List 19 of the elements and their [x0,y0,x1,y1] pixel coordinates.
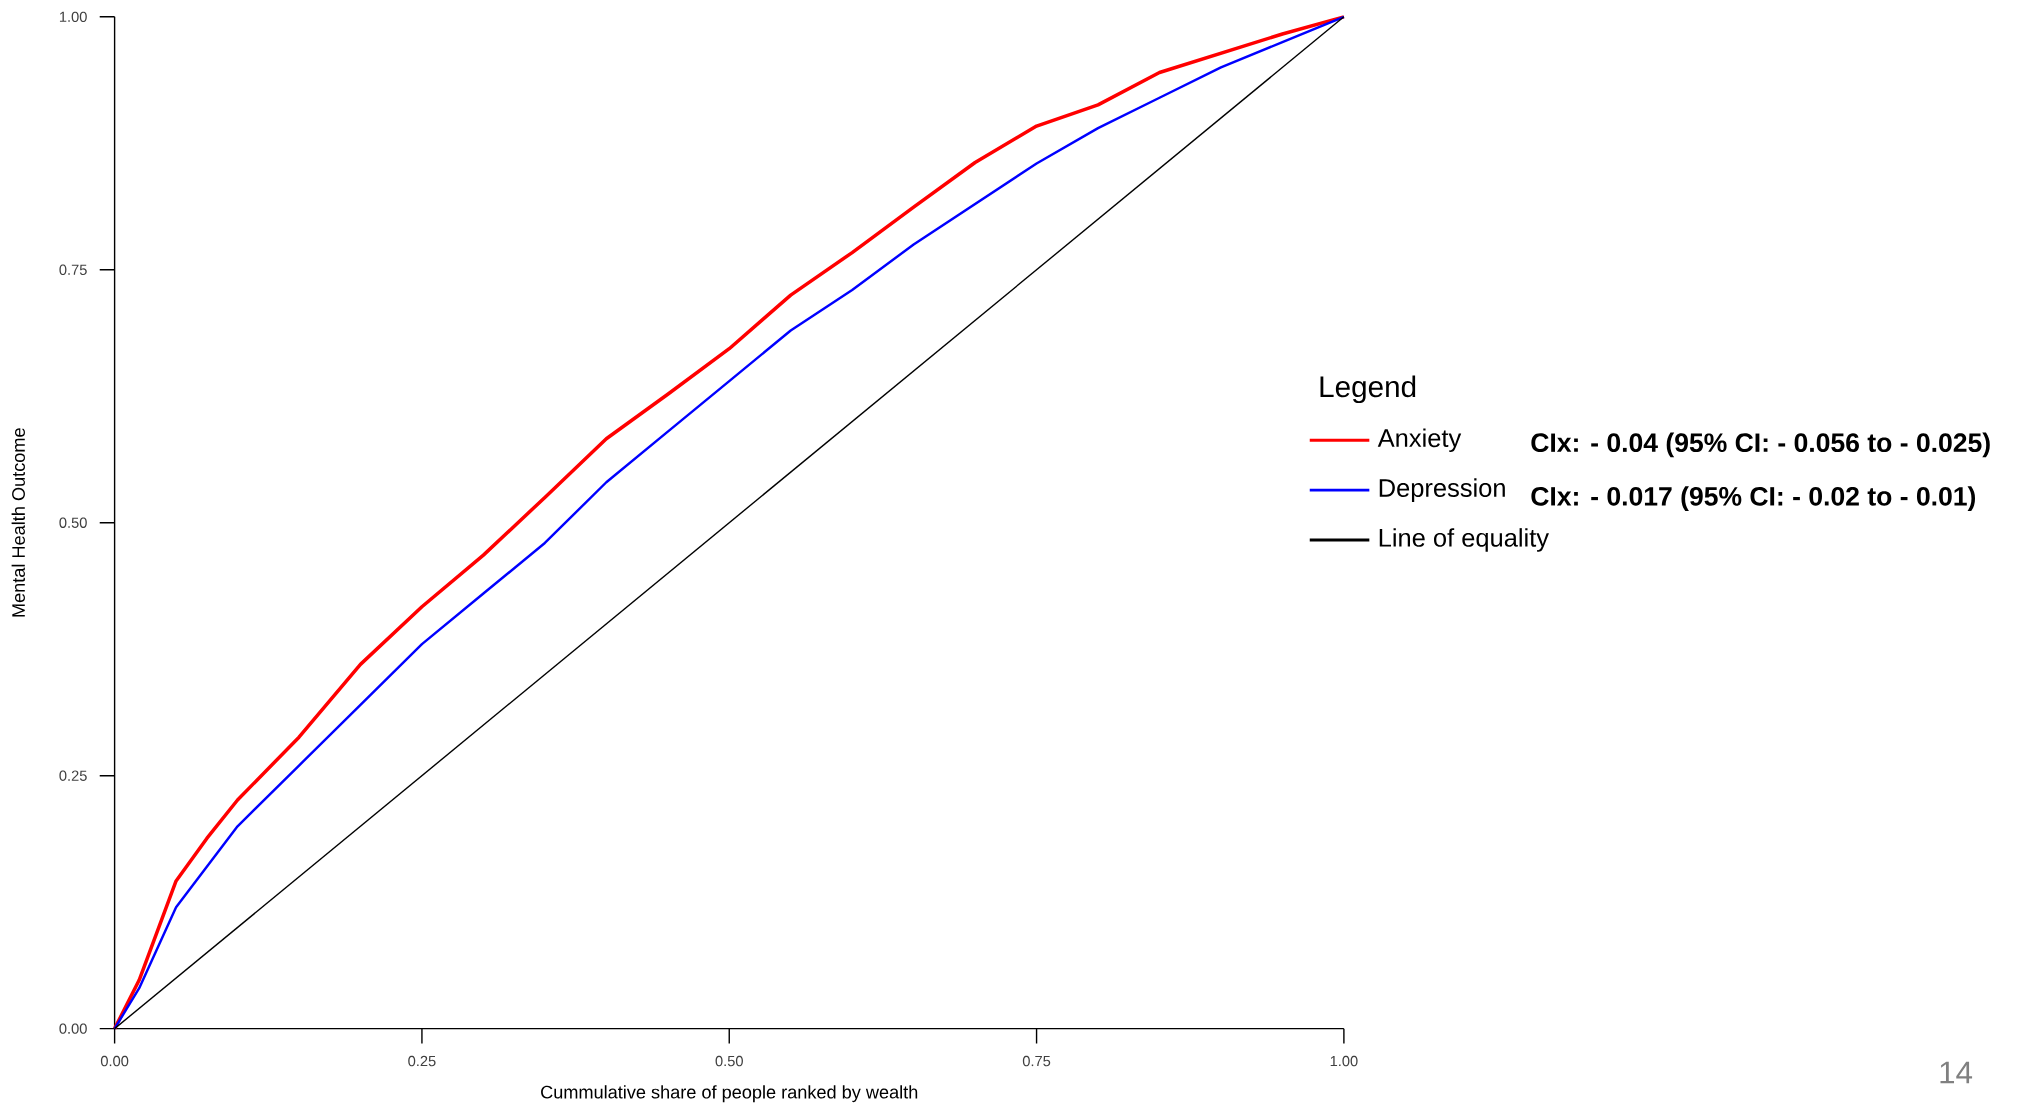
text: 14 [1940,1061,1973,1084]
y-tick-label: 0.50 [59,517,87,529]
legend-label: Depression [1379,478,1505,503]
x-tick-label: 0.00 [100,1055,129,1067]
x-tick-label: 0.75 [1022,1055,1051,1067]
text: CIx: - 0.04 (95% CI: - 0.056 to - 0.025) [1531,432,1990,458]
x-tick-label: 1.00 [1330,1055,1358,1067]
legend-label: Anxiety [1377,428,1462,453]
y-tick-label: 0.75 [59,264,87,276]
legend-label: Line of equality [1379,528,1549,552]
text: CIx: - 0.017 (95% CI: - 0.02 to - 0.01) [1531,486,1976,512]
y-tick-label: 0.25 [59,770,87,781]
x-tick-label: 0.50 [715,1055,743,1067]
x-tick-label: 0.25 [408,1055,436,1067]
x-axis-title: Cummulative share of people ranked by wealth [541,1085,918,1103]
y-tick-label: 0.00 [59,1023,87,1034]
y-tick-label: 1.00 [59,11,87,23]
legend-title: Legend [1320,375,1416,404]
y-axis-title: Mental Health Outcome [11,428,25,617]
